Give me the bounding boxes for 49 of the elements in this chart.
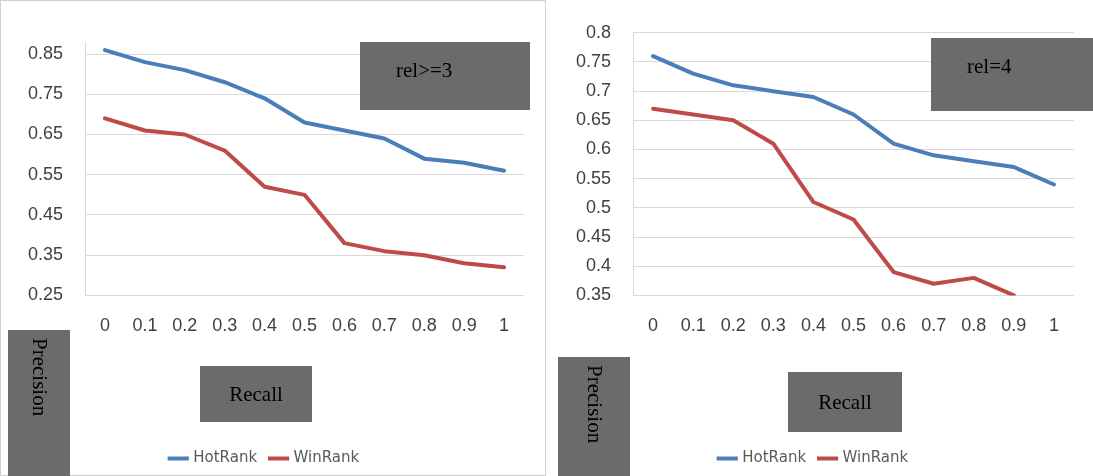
x-tick-label: 0.9 [1001,315,1027,336]
y-tick-label: 0.85 [27,43,64,64]
x-tick-label: 0 [99,315,110,336]
x-tick-label: 0.1 [132,315,158,336]
x-tick-label: 0.5 [292,315,318,336]
x-tick-label: 0.6 [881,315,907,336]
x-tick-label: 1 [499,315,510,336]
legend-label: WinRank [293,448,360,467]
x-tick-label: 0.4 [800,315,826,336]
note-box: rel>=3 [360,42,530,110]
x-axis-title: Recall [788,372,902,432]
y-tick-label: 0.25 [27,284,64,305]
legend-label: HotRank [742,448,807,467]
y-axis-title: Precision [581,364,607,446]
x-tick-label: 0.7 [371,315,397,336]
legend-label: HotRank [193,448,258,467]
x-tick-label: 0.8 [411,315,437,336]
y-tick-label: 0.8 [586,21,612,42]
x-tick-label: 0.6 [331,315,357,336]
x-tick-label: 0.4 [252,315,278,336]
y-tick-label: 0.65 [575,109,612,130]
x-tick-label: 0.8 [961,315,987,336]
x-tick-label: 0.7 [921,315,947,336]
note-box: rel=4 [931,38,1093,111]
x-tick-label: 0.2 [720,315,746,336]
y-tick-label: 0.55 [27,163,64,184]
y-tick-label: 0.35 [575,284,612,305]
legend-label: WinRank [842,448,909,467]
x-tick-label: 0.3 [212,315,238,336]
y-tick-label: 0.45 [575,226,612,247]
x-tick-label: 0.1 [680,315,706,336]
y-tick-label: 0.4 [586,255,612,276]
y-tick-label: 0.75 [575,50,612,71]
x-axis-title: Recall [200,366,312,422]
x-tick-label: 0.2 [172,315,198,336]
y-tick-label: 0.35 [27,244,64,265]
y-tick-label: 0.7 [586,80,612,101]
y-tick-label: 0.65 [27,123,64,144]
y-tick-label: 0.6 [586,138,612,159]
x-tick-label: 0.9 [451,315,477,336]
y-axis-title: Precision [26,337,52,419]
y-tick-label: 0.5 [586,196,612,217]
x-tick-label: 1 [1048,315,1059,336]
y-tick-label: 0.55 [575,167,612,188]
x-tick-label: 0 [648,315,659,336]
x-tick-label: 0.3 [760,315,786,336]
y-tick-label: 0.45 [27,203,64,224]
x-tick-label: 0.5 [841,315,867,336]
y-tick-label: 0.75 [27,83,64,104]
